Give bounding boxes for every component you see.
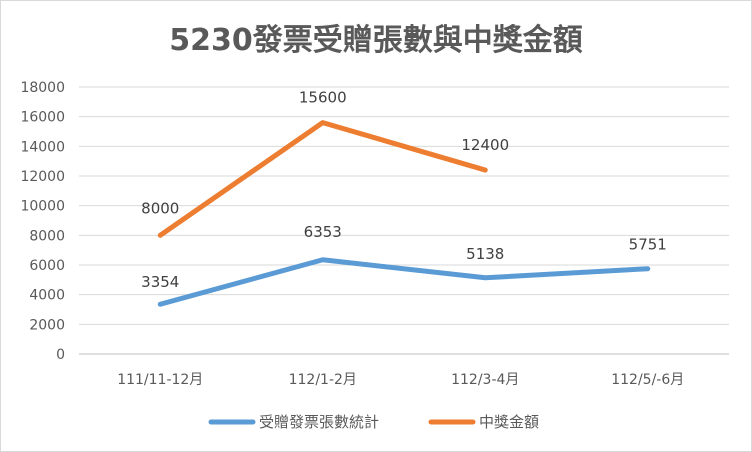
y-tick-label: 8000 [29, 228, 65, 244]
legend: 受贈發票張數統計 中獎金額 [208, 413, 539, 431]
x-tick-label: 112/5/-6月 [611, 372, 684, 388]
x-tick-label: 112/3-4月 [451, 372, 519, 388]
legend-label: 受贈發票張數統計 [259, 413, 379, 431]
series-line [157, 257, 651, 307]
gridlines [79, 86, 729, 355]
x-tick-label: 112/1-2月 [289, 372, 357, 388]
series-line [157, 120, 488, 238]
data-label: 3354 [141, 273, 179, 291]
y-tick-label: 10000 [20, 199, 65, 215]
y-tick-label: 18000 [20, 80, 65, 96]
data-labels: 3354 6353 5138 5751 8000 15600 12400 [141, 89, 667, 292]
axis-labels: 0 2000 4000 6000 8000 10000 12000 14000 16000 180… [20, 80, 684, 388]
data-label: 8000 [141, 199, 179, 217]
y-tick-label: 6000 [29, 258, 65, 274]
y-tick-label: 0 [56, 347, 65, 363]
y-tick-label: 12000 [20, 169, 65, 185]
legend-label: 中獎金額 [479, 413, 539, 431]
data-label: 6353 [304, 223, 342, 241]
data-label: 12400 [461, 136, 509, 154]
x-tick-label: 111/11-12月 [117, 372, 203, 388]
y-tick-label: 16000 [20, 110, 65, 126]
data-label: 5138 [466, 245, 504, 263]
data-label: 5751 [629, 236, 667, 254]
series-lines [157, 120, 651, 307]
chart-title: 5230發票受贈張數與中獎金額 [169, 23, 583, 58]
data-label: 15600 [299, 89, 347, 107]
y-tick-label: 4000 [29, 288, 65, 304]
y-tick-label: 14000 [20, 139, 65, 155]
y-tick-label: 2000 [29, 317, 65, 333]
